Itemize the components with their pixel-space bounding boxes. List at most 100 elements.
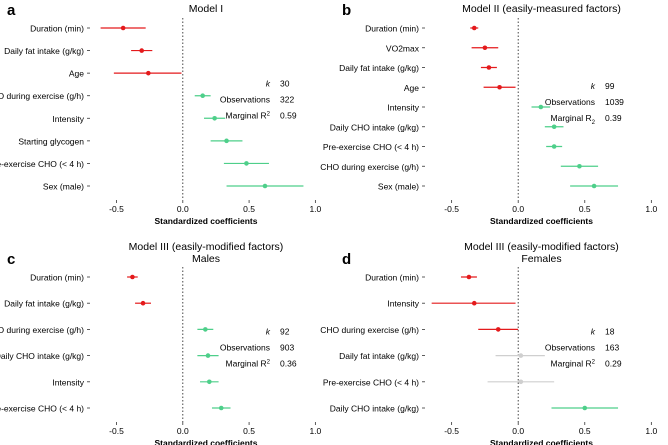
- panel-c: c Model III (easily-modified factors)Male…: [0, 241, 322, 445]
- panel-title: Model III (easily-modified factors): [464, 241, 619, 253]
- stats-label: Marginal R2: [226, 111, 271, 121]
- row-label: Sex (male): [378, 182, 419, 192]
- stats-value: 18: [605, 327, 615, 337]
- x-axis-label: Standardized coefficients: [155, 438, 258, 445]
- stats-value: 903: [280, 343, 294, 353]
- x-axis-label: Standardized coefficients: [490, 216, 593, 226]
- row-label: Duration (min): [365, 24, 419, 34]
- row-label: Daily fat intake (g/kg): [339, 63, 419, 73]
- stats-value: 0.59: [280, 111, 297, 121]
- panel-b: b Model II (easily-measured factors) Durat…: [320, 2, 657, 226]
- row-label: CHO during exercise (g/h): [0, 91, 84, 101]
- stats-label: k: [266, 327, 271, 337]
- row-label: Duration (min): [30, 24, 84, 34]
- row-label: Pre-exercise CHO (< 4 h): [0, 159, 84, 169]
- estimate-point: [518, 353, 524, 358]
- estimate-point: [482, 45, 488, 51]
- estimate-point: [495, 327, 501, 332]
- panel-title: Model III (easily-modified factors): [129, 241, 284, 253]
- stats-value: 0.29: [605, 359, 622, 369]
- row-label: Pre-exercise CHO (< 4 h): [323, 377, 419, 387]
- estimate-point: [207, 379, 212, 385]
- estimate-point: [551, 144, 557, 149]
- row-label: CHO during exercise (g/h): [320, 162, 419, 172]
- stats-label: k: [591, 327, 596, 337]
- panel-subtitle: Females: [521, 253, 561, 265]
- stats-label: k: [591, 81, 596, 91]
- row-label: Daily fat intake (g/kg): [339, 351, 419, 361]
- x-tick-label: 0.5: [579, 426, 591, 436]
- estimate-point: [120, 25, 126, 31]
- stats-label: Observations: [220, 343, 270, 353]
- estimate-point: [224, 138, 229, 144]
- estimate-point: [577, 163, 582, 169]
- x-axis-label: Standardized coefficients: [155, 216, 258, 226]
- estimate-point: [203, 327, 208, 332]
- stats-label: Marginal R2: [226, 359, 271, 369]
- stats-value: 30: [280, 79, 290, 89]
- estimate-point: [591, 183, 597, 189]
- stats-value: 92: [280, 327, 290, 337]
- panel-letter: c: [7, 251, 15, 268]
- row-label: VO2max: [386, 43, 420, 53]
- x-axis-label: Standardized coefficients: [490, 438, 593, 445]
- panel-title: Model II (easily-measured factors): [462, 3, 621, 15]
- row-label: Daily fat intake (g/kg): [4, 46, 84, 56]
- row-label: CHO during exercise (g/h): [0, 325, 84, 335]
- x-tick-label: 0.5: [579, 204, 591, 214]
- estimate-point: [466, 274, 472, 280]
- x-tick-label: 1.0: [645, 426, 657, 436]
- stats-value: 322: [280, 95, 294, 105]
- stats-label: Marginal R2: [551, 359, 596, 369]
- row-label: Starting glycogen: [18, 136, 84, 146]
- x-tick-label: -0.5: [444, 204, 459, 214]
- panel-a: a Model I Duration (min) Daily fat intake (…: [0, 2, 322, 226]
- estimate-point: [212, 115, 217, 121]
- estimate-point: [538, 104, 544, 110]
- estimate-point: [205, 353, 211, 358]
- estimate-point: [497, 84, 502, 90]
- row-label: CHO during exercise (g/h): [320, 325, 419, 335]
- stats-value: 1039: [605, 97, 624, 107]
- x-tick-label: 1.0: [645, 204, 657, 214]
- row-label: Pre-exercise CHO (< 4 h): [323, 142, 419, 152]
- row-label: Daily CHO intake (g/kg): [330, 122, 419, 132]
- stats-label: Observations: [545, 343, 595, 353]
- row-label: Duration (min): [30, 273, 84, 283]
- stats-value: 0.36: [280, 359, 297, 369]
- estimate-point: [244, 161, 249, 166]
- stats-value: 163: [605, 343, 619, 353]
- x-tick-label: 1.0: [309, 204, 321, 214]
- stats-label: Observations: [545, 97, 595, 107]
- estimate-point: [130, 274, 135, 280]
- panel-subtitle: Males: [192, 253, 220, 265]
- estimate-point: [146, 70, 151, 76]
- estimate-point: [518, 379, 524, 385]
- row-label: Sex (male): [43, 182, 84, 192]
- stats-label: Observations: [220, 95, 270, 105]
- stats-value: 0.39: [605, 113, 622, 123]
- estimate-point: [582, 405, 588, 411]
- estimate-point: [551, 124, 557, 130]
- x-tick-label: -0.5: [444, 426, 459, 436]
- estimate-point: [218, 405, 224, 411]
- x-tick-label: -0.5: [109, 426, 124, 436]
- x-tick-label: 0.0: [177, 426, 189, 436]
- x-tick-label: 0.0: [512, 426, 524, 436]
- x-tick-label: 0.0: [512, 204, 524, 214]
- x-tick-label: 1.0: [309, 426, 321, 436]
- row-label: Daily CHO intake (g/kg): [330, 404, 419, 414]
- panel-letter: b: [342, 2, 351, 19]
- estimate-point: [471, 300, 477, 306]
- panel-title: Model I: [189, 3, 223, 15]
- x-tick-label: -0.5: [109, 204, 124, 214]
- row-label: Daily CHO intake (g/kg): [0, 351, 84, 361]
- panel-d: d Model III (easily-modified factors)Fema…: [320, 241, 657, 445]
- row-label: Intensity: [52, 377, 84, 387]
- stats-value: 99: [605, 81, 615, 91]
- panel-letter: a: [7, 2, 16, 19]
- estimate-point: [471, 25, 477, 31]
- x-tick-label: 0.5: [243, 204, 255, 214]
- row-label: Intensity: [387, 103, 419, 113]
